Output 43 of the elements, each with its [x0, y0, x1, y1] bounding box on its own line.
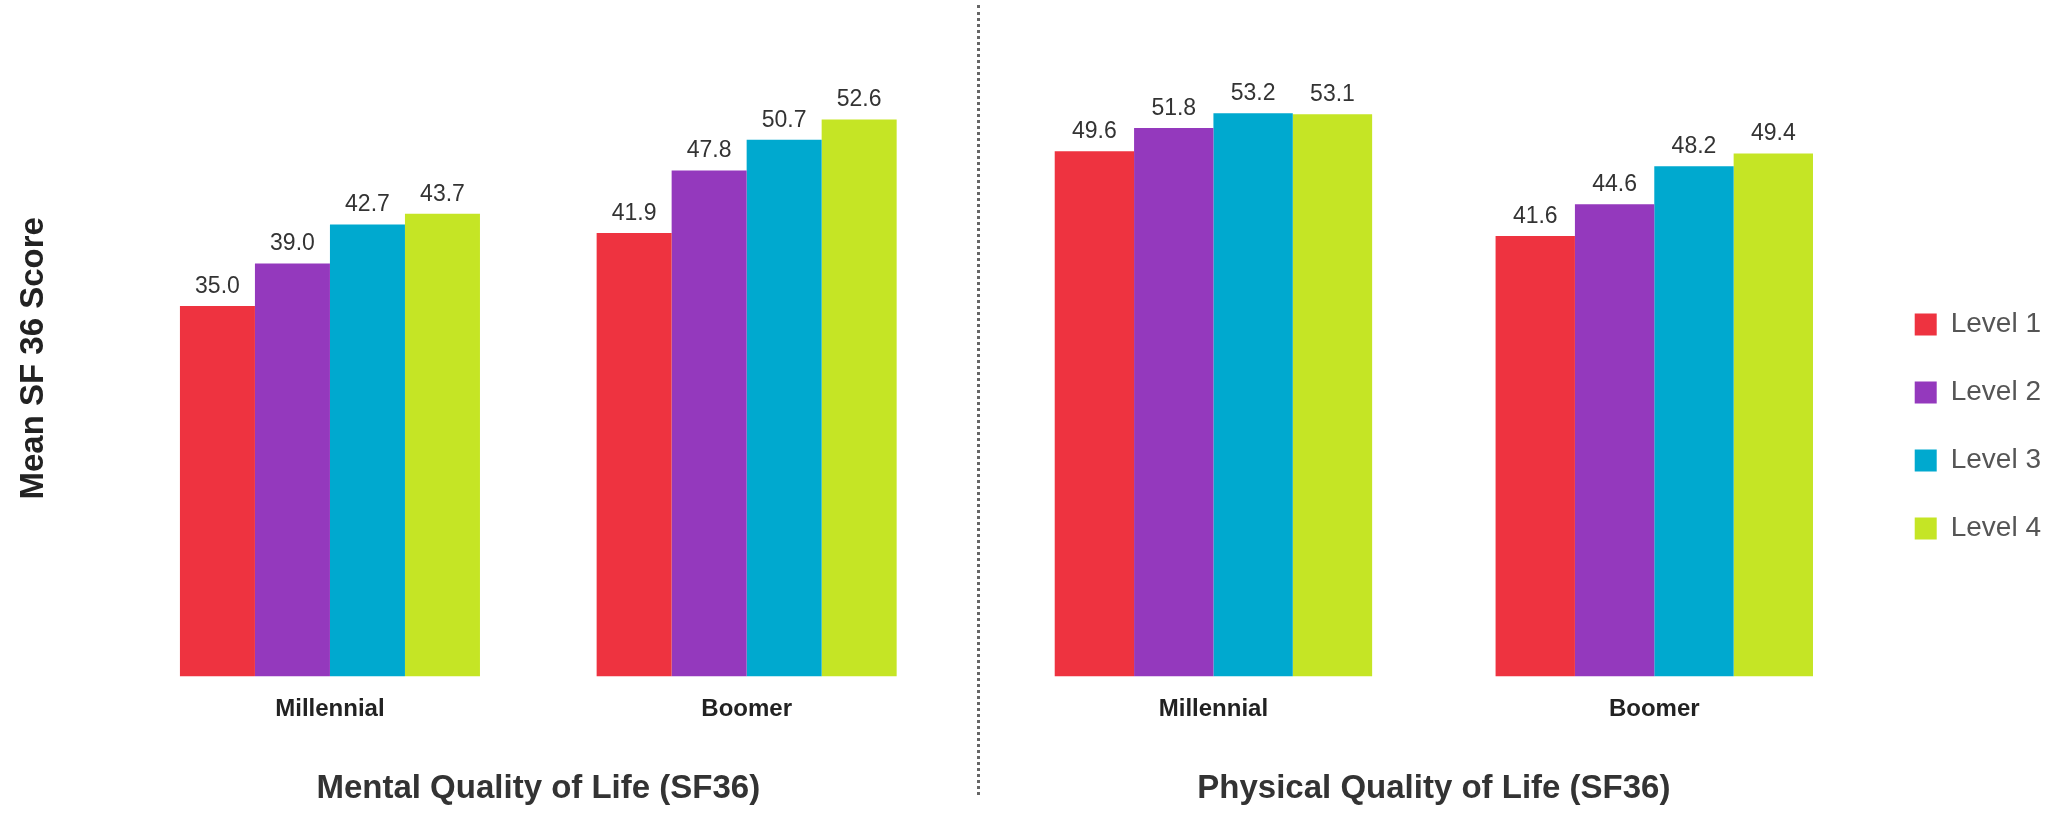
bar	[1292, 114, 1373, 677]
legend-label: Level 3	[1950, 443, 2042, 475]
legend-label: Level 4	[1950, 511, 2042, 543]
data-label: 53.2	[1230, 79, 1276, 106]
bar	[179, 305, 255, 677]
data-label: 53.1	[1310, 80, 1355, 107]
x-axis-title: Mental Quality of Life (SF36)	[316, 768, 761, 806]
bar	[254, 263, 330, 677]
x-axis-title: Physical Quality of Life (SF36)	[1197, 768, 1671, 806]
data-label: 48.2	[1671, 132, 1717, 159]
data-label: 39.0	[270, 229, 315, 256]
bar	[596, 232, 672, 677]
data-label: 52.6	[836, 85, 882, 112]
data-label: 50.7	[761, 105, 807, 132]
x-tick-label: Millennial	[275, 693, 385, 721]
data-label: 44.6	[1592, 170, 1637, 197]
data-label: 41.9	[611, 198, 657, 225]
bar	[821, 119, 897, 677]
bar	[404, 213, 480, 677]
x-tick-label: Millennial	[1158, 693, 1269, 721]
legend-label: Level 2	[1950, 375, 2042, 407]
x-tick-label: Boomer	[701, 693, 792, 721]
bar	[1733, 153, 1813, 677]
y-axis-title: Mean SF 36 Score	[12, 217, 50, 500]
data-label: 42.7	[345, 190, 390, 217]
bar	[746, 139, 822, 677]
data-label: 49.4	[1750, 119, 1796, 146]
data-label: 47.8	[686, 136, 732, 163]
bar	[1495, 236, 1575, 677]
bar	[1654, 166, 1734, 677]
bar	[1213, 113, 1293, 677]
x-tick-label: Boomer	[1608, 693, 1700, 721]
data-label: 41.6	[1512, 201, 1558, 228]
bar	[329, 224, 405, 677]
data-label: 35.0	[195, 271, 240, 298]
bar	[1054, 151, 1135, 677]
data-label: 43.7	[420, 179, 465, 206]
bar	[671, 170, 747, 677]
data-label: 49.6	[1072, 117, 1117, 144]
bar	[1574, 204, 1655, 677]
data-label: 51.8	[1151, 93, 1197, 120]
legend-label: Level 1	[1950, 307, 2042, 339]
bar	[1134, 128, 1214, 677]
